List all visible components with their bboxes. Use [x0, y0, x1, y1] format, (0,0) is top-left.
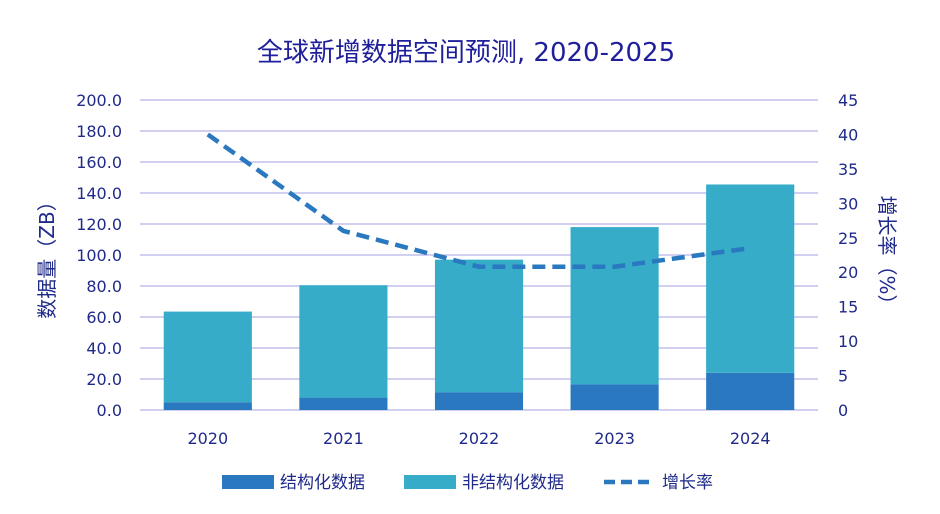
y-tick-label: 0.0	[97, 401, 122, 420]
legend-label: 结构化数据	[280, 473, 365, 493]
y-tick-label: 160.0	[76, 153, 122, 172]
x-tick-label: 2022	[459, 429, 500, 448]
chart-title: 全球新增数据空间预测, 2020-2025	[257, 38, 675, 68]
y-tick-label: 80.0	[86, 277, 122, 296]
legend-label: 增长率	[662, 473, 713, 493]
y2-tick-label: 35	[838, 160, 858, 179]
y2-tick-label: 0	[838, 401, 848, 420]
y-tick-label: 100.0	[76, 246, 122, 265]
x-tick-label: 2020	[187, 429, 228, 448]
legend: 结构化数据 非结构化数据 增长率	[222, 473, 713, 493]
y-tick-label: 140.0	[76, 184, 122, 203]
x-tick-label: 2024	[730, 429, 771, 448]
x-tick-label: 2021	[323, 429, 364, 448]
left-axis-ticks: 0.0 20.0 40.0 60.0 80.0 100.0 120.0 140.0 160.0 1…	[76, 91, 122, 420]
y-tick-label: 120.0	[76, 215, 122, 234]
x-axis-ticks: 2020 2021 2022 2023 2024	[187, 429, 770, 448]
growth-rate-line	[206, 132, 751, 269]
y-tick-label: 60.0	[86, 308, 122, 327]
left-axis-title: 数据量（ZB）	[35, 191, 59, 318]
bars	[163, 184, 795, 410]
y-tick-label: 180.0	[76, 122, 122, 141]
y-tick-label: 200.0	[76, 91, 122, 110]
bar-structured	[299, 397, 388, 410]
y2-tick-label: 10	[838, 332, 858, 351]
right-axis-ticks: 0 5 10 15 20 25 30 35 40 45	[838, 91, 858, 420]
bar-structured	[163, 402, 252, 410]
y2-tick-label: 40	[838, 125, 858, 144]
y2-tick-label: 45	[838, 91, 858, 110]
growth-line	[206, 132, 751, 269]
bar-structured	[434, 392, 524, 410]
y2-tick-label: 15	[838, 298, 858, 317]
bar-unstructured	[163, 311, 252, 403]
legend-swatch	[222, 475, 274, 489]
y2-tick-label: 30	[838, 194, 858, 213]
right-axis-title: 增长率（%）	[875, 195, 899, 314]
bar-unstructured	[299, 285, 388, 398]
x-tick-label: 2023	[594, 429, 635, 448]
y2-tick-label: 5	[838, 367, 848, 386]
bar-unstructured	[706, 184, 795, 373]
bar-unstructured	[570, 227, 659, 385]
y2-tick-label: 25	[838, 229, 858, 248]
y2-tick-label: 20	[838, 263, 858, 282]
legend-label: 非结构化数据	[462, 473, 564, 493]
bar-structured	[570, 384, 659, 410]
bar-unstructured	[434, 259, 524, 393]
y-tick-label: 20.0	[86, 370, 122, 389]
bar-structured	[706, 372, 795, 410]
y-tick-label: 40.0	[86, 339, 122, 358]
legend-swatch	[404, 475, 456, 489]
